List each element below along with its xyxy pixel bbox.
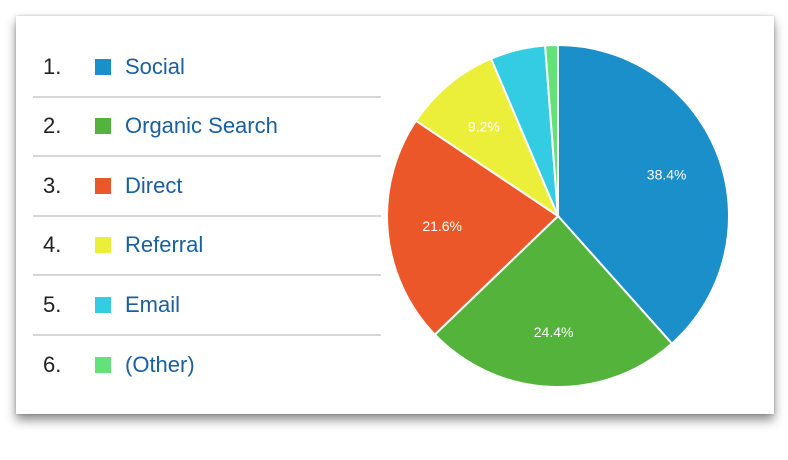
legend-number: 6.	[43, 352, 62, 378]
data-label: 21.6%	[422, 218, 462, 234]
pie-slice[interactable]	[433, 214, 674, 388]
legend-label[interactable]: Email	[125, 291, 181, 317]
data-label: 38.4%	[647, 167, 687, 183]
legend-number: 4.	[43, 232, 62, 258]
legend-swatch	[95, 177, 111, 194]
legend-label[interactable]: Direct	[125, 172, 183, 198]
legend-item[interactable]: 2. Organic Search	[33, 98, 381, 157]
legend-label[interactable]: Organic Search	[125, 113, 278, 139]
legend-number: 5.	[43, 291, 62, 317]
legend-swatch	[95, 118, 111, 135]
legend-swatch	[95, 58, 111, 75]
pie-slice[interactable]	[386, 119, 560, 337]
data-label: 24.4%	[534, 324, 574, 340]
legend-item[interactable]: 4. Referral	[33, 217, 381, 276]
legend-number: 3.	[43, 172, 62, 198]
legend-label[interactable]: (Other)	[125, 352, 195, 378]
legend-item[interactable]: 6. (Other)	[33, 336, 381, 396]
legend-swatch	[95, 237, 111, 254]
pie-slice[interactable]	[544, 43, 559, 217]
data-label: 9.2%	[468, 118, 500, 134]
pie-slice[interactable]	[557, 43, 730, 345]
legend-item[interactable]: 3. Direct	[33, 157, 381, 217]
legend-number: 2.	[43, 113, 62, 139]
pie-slice[interactable]	[414, 57, 561, 219]
legend-item[interactable]: 1. Social	[33, 38, 381, 98]
legend-number: 1.	[43, 53, 62, 79]
legend-label[interactable]: Social	[125, 53, 185, 79]
legend-item[interactable]: 5. Email	[33, 276, 381, 336]
legend: 1. Social 2. Organic Search 3. Direct 4. Re…	[33, 38, 381, 395]
legend-swatch	[95, 296, 111, 313]
legend-swatch	[95, 357, 111, 374]
legend-label[interactable]: Referral	[125, 232, 204, 258]
